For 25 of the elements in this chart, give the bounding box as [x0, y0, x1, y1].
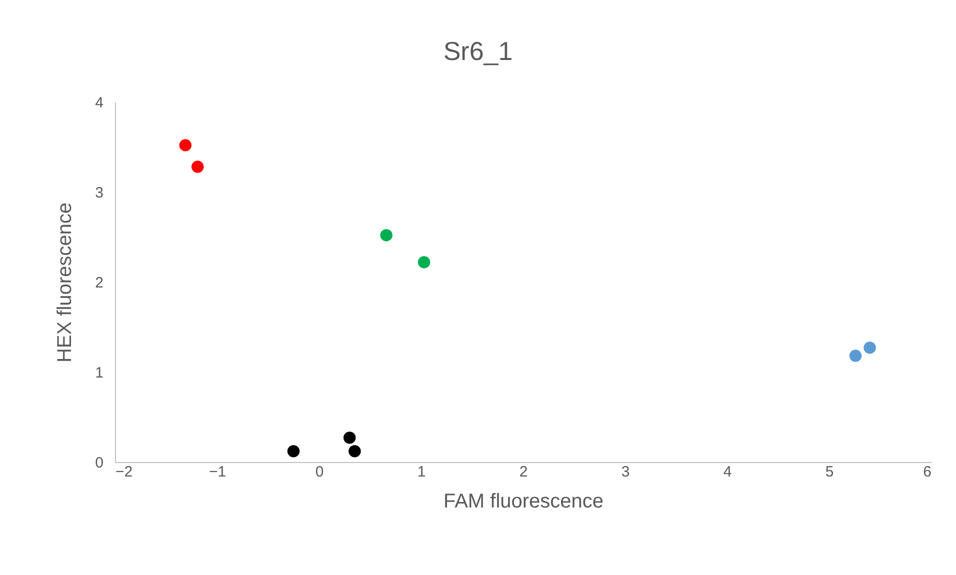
x-tick-label: 4 — [723, 464, 732, 480]
point — [864, 342, 876, 354]
y-tick-label: 1 — [95, 364, 104, 382]
point — [348, 445, 361, 458]
x-tick-label: 5 — [825, 464, 834, 480]
x-tick-label: 1 — [417, 464, 426, 480]
point — [380, 229, 392, 242]
point — [287, 445, 300, 458]
x-axis-title: FAM fluorescence — [443, 490, 604, 512]
x-tick-label: 3 — [621, 464, 630, 480]
point — [191, 160, 204, 173]
y-tick-label: 4 — [95, 94, 104, 112]
x-tick-label: −1 — [208, 464, 226, 480]
y-axis-title: HEX fluorescence — [54, 202, 76, 363]
point — [849, 350, 862, 362]
x-tick-label: −2 — [116, 464, 133, 480]
point — [179, 139, 192, 152]
x-tick-label: 0 — [315, 464, 324, 480]
point — [418, 256, 430, 268]
y-tick-label: 2 — [95, 274, 104, 292]
x-tick-label: 2 — [519, 464, 528, 480]
chart-title: Sr6_1 — [443, 36, 513, 66]
x-tick-label: 6 — [923, 464, 932, 480]
y-tick-label: 3 — [95, 184, 104, 202]
point — [343, 432, 356, 444]
